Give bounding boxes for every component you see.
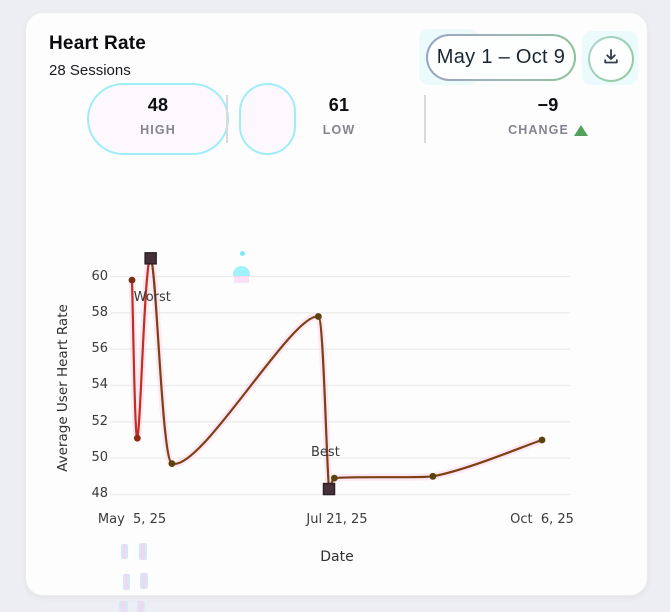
download-button[interactable] [588, 36, 634, 82]
stat-divider [424, 95, 426, 143]
stat-high-value: 48 [147, 95, 169, 115]
page-title: Heart Rate [49, 33, 147, 54]
stat-high: 48 HIGH [83, 95, 233, 137]
glitch-artifact [140, 573, 148, 589]
date-range-label: May 1 – Oct 9 [428, 36, 574, 79]
glitch-artifact [119, 601, 128, 612]
stat-low-value: 61 [328, 95, 350, 115]
stat-divider [226, 95, 228, 143]
ghost-circle-artifact [239, 83, 296, 155]
glitch-artifact [137, 601, 145, 612]
trend-up-icon [573, 124, 588, 136]
download-icon [601, 47, 621, 72]
stat-low-label: LOW [322, 123, 356, 137]
stat-change-value: −9 [537, 95, 559, 115]
stat-high-label: HIGH [140, 123, 176, 137]
glitch-artifact [121, 544, 128, 559]
stat-change: −9 CHANGE [473, 95, 623, 137]
stat-change-label: CHANGE [473, 123, 623, 137]
heart-rate-card: Heart Rate 28 Sessions May 1 – Oct 9 48 … [25, 12, 648, 596]
glitch-artifact [123, 574, 130, 590]
date-range-button[interactable]: May 1 – Oct 9 [426, 34, 576, 81]
glitch-artifact [139, 543, 147, 560]
stat-low: 61 LOW [264, 95, 414, 137]
session-count: 28 Sessions [49, 62, 131, 79]
ghost-pill-artifact [87, 83, 229, 155]
